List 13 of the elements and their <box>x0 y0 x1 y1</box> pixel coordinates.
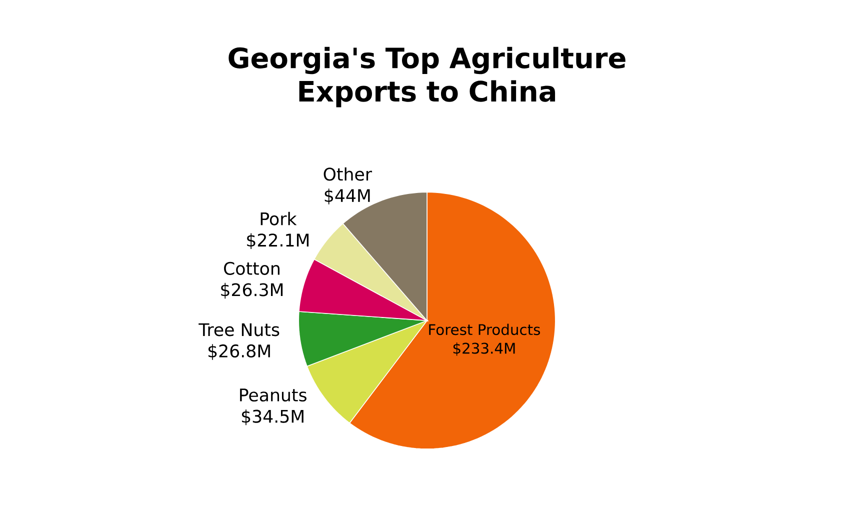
slice-label: Other <box>324 167 372 181</box>
data-label: $26.3M <box>221 282 283 299</box>
data-label: $34.5M <box>242 409 304 426</box>
slice-label: Peanuts <box>240 388 306 402</box>
data-label: $44M <box>324 188 370 204</box>
data-label: $22.1M <box>247 233 309 249</box>
slice-label: Forest Products <box>429 324 540 336</box>
data-label: $26.8M <box>208 344 270 360</box>
slice-label: Cotton <box>224 262 280 275</box>
chart-title: Georgia's Top Agriculture Exports to China <box>228 46 626 108</box>
slice-label: Pork <box>260 212 297 226</box>
slice-label: Tree Nuts <box>198 323 280 336</box>
data-label: $233.4M <box>453 342 515 356</box>
